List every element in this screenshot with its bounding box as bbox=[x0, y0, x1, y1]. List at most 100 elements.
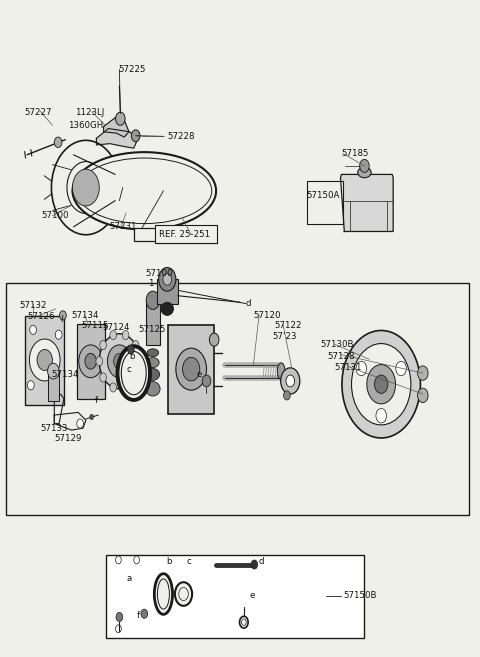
Circle shape bbox=[396, 361, 407, 376]
Circle shape bbox=[367, 365, 396, 404]
Circle shape bbox=[67, 162, 105, 214]
Text: 57132: 57132 bbox=[20, 301, 48, 310]
Text: 57125: 57125 bbox=[138, 325, 166, 334]
Text: 57128: 57128 bbox=[327, 351, 355, 361]
Circle shape bbox=[240, 616, 248, 628]
Circle shape bbox=[122, 330, 129, 340]
Text: 57120: 57120 bbox=[253, 311, 281, 320]
Circle shape bbox=[51, 141, 120, 235]
Polygon shape bbox=[54, 413, 86, 430]
Ellipse shape bbox=[277, 363, 285, 379]
Circle shape bbox=[281, 368, 300, 394]
Circle shape bbox=[241, 619, 246, 625]
Circle shape bbox=[351, 344, 411, 425]
Circle shape bbox=[96, 357, 103, 366]
Text: 57228: 57228 bbox=[167, 132, 195, 141]
Bar bbox=[106, 555, 364, 638]
Circle shape bbox=[132, 373, 139, 382]
Circle shape bbox=[132, 130, 140, 142]
Circle shape bbox=[110, 330, 117, 340]
Circle shape bbox=[78, 177, 94, 198]
Text: c: c bbox=[186, 556, 191, 566]
Text: 57185: 57185 bbox=[341, 149, 369, 158]
Circle shape bbox=[48, 363, 59, 379]
Circle shape bbox=[27, 380, 34, 390]
Text: e: e bbox=[197, 370, 202, 379]
Circle shape bbox=[116, 556, 121, 564]
Ellipse shape bbox=[146, 369, 159, 380]
Circle shape bbox=[146, 291, 159, 309]
Circle shape bbox=[202, 375, 211, 387]
Text: 57100: 57100 bbox=[145, 269, 173, 278]
Text: 57225: 57225 bbox=[118, 65, 145, 74]
Text: f: f bbox=[137, 611, 140, 620]
Circle shape bbox=[374, 375, 388, 394]
Bar bbox=[168, 325, 214, 414]
Circle shape bbox=[132, 340, 139, 350]
Text: 57'23: 57'23 bbox=[273, 332, 297, 341]
Circle shape bbox=[182, 357, 200, 381]
Circle shape bbox=[108, 345, 132, 378]
Text: 57134: 57134 bbox=[72, 311, 99, 320]
Circle shape bbox=[251, 560, 258, 569]
Text: 57231: 57231 bbox=[110, 222, 137, 231]
Ellipse shape bbox=[146, 382, 160, 396]
Circle shape bbox=[37, 350, 52, 371]
Circle shape bbox=[284, 391, 290, 400]
Text: d: d bbox=[258, 556, 264, 566]
Circle shape bbox=[116, 612, 123, 622]
Circle shape bbox=[418, 366, 428, 380]
Text: 57150B: 57150B bbox=[343, 591, 376, 600]
Circle shape bbox=[158, 267, 176, 291]
Text: REF. 25-251: REF. 25-251 bbox=[158, 230, 210, 239]
Polygon shape bbox=[54, 394, 64, 424]
Text: 57130B: 57130B bbox=[321, 340, 354, 350]
Circle shape bbox=[179, 587, 188, 600]
Text: 57133: 57133 bbox=[40, 424, 68, 433]
Ellipse shape bbox=[147, 349, 158, 357]
Text: b: b bbox=[129, 351, 134, 361]
Bar bbox=[157, 279, 178, 304]
Text: 57100: 57100 bbox=[41, 212, 69, 220]
Circle shape bbox=[209, 333, 219, 346]
Bar bbox=[6, 283, 469, 515]
Ellipse shape bbox=[72, 152, 216, 229]
Circle shape bbox=[122, 383, 129, 392]
Bar bbox=[156, 225, 216, 243]
Text: 57131: 57131 bbox=[335, 363, 362, 373]
Circle shape bbox=[30, 325, 36, 334]
Ellipse shape bbox=[161, 302, 173, 315]
Circle shape bbox=[90, 415, 94, 420]
Text: 1: 1 bbox=[148, 279, 154, 288]
Circle shape bbox=[60, 311, 66, 320]
Ellipse shape bbox=[358, 168, 371, 177]
Circle shape bbox=[29, 339, 60, 381]
Text: 1123LJ: 1123LJ bbox=[75, 108, 104, 117]
Circle shape bbox=[72, 170, 99, 206]
Circle shape bbox=[85, 353, 96, 369]
Ellipse shape bbox=[155, 574, 172, 614]
Circle shape bbox=[100, 340, 107, 350]
Circle shape bbox=[136, 357, 143, 366]
Ellipse shape bbox=[77, 158, 212, 223]
Circle shape bbox=[116, 625, 121, 633]
Circle shape bbox=[100, 373, 107, 382]
Ellipse shape bbox=[157, 579, 169, 609]
Circle shape bbox=[356, 361, 367, 376]
Bar bbox=[48, 371, 59, 401]
Text: 57227: 57227 bbox=[24, 108, 52, 117]
Text: 57150A: 57150A bbox=[306, 191, 339, 200]
Circle shape bbox=[360, 160, 369, 173]
Text: d: d bbox=[246, 299, 251, 308]
Ellipse shape bbox=[147, 357, 159, 367]
Circle shape bbox=[128, 345, 134, 354]
Text: a: a bbox=[127, 574, 132, 583]
Text: 57126: 57126 bbox=[27, 312, 55, 321]
Bar bbox=[134, 228, 191, 241]
Circle shape bbox=[376, 409, 386, 423]
Circle shape bbox=[77, 419, 84, 428]
Text: f: f bbox=[95, 396, 97, 405]
Text: 57122: 57122 bbox=[275, 321, 302, 330]
Circle shape bbox=[176, 348, 206, 390]
Circle shape bbox=[116, 112, 125, 125]
